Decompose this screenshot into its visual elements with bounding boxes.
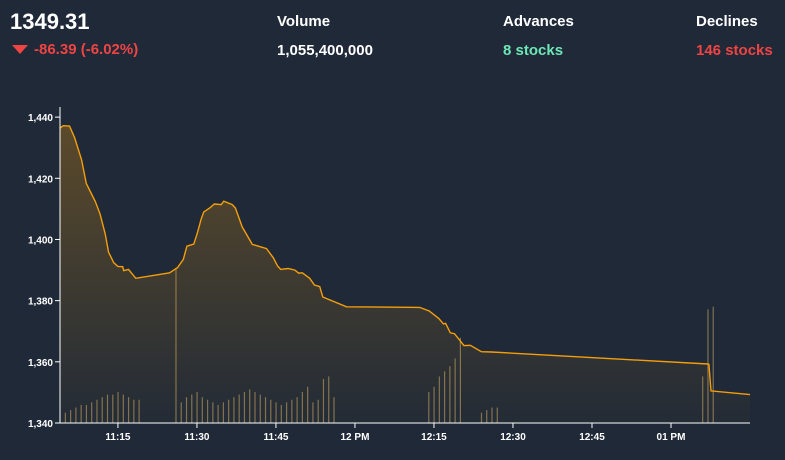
volume-label: Volume <box>277 13 331 30</box>
y-tick-label: 1,440 <box>28 113 53 124</box>
x-tick-label: 12:30 <box>500 432 526 443</box>
price-area <box>60 125 750 423</box>
advances-value: 8 stocks <box>503 42 564 59</box>
index-value: 1349.31 <box>10 9 90 34</box>
index-change-text: -86.39 (-6.02%) <box>34 41 139 58</box>
down-arrow-icon <box>12 45 28 54</box>
index-change: -86.39 (-6.02%) <box>12 41 138 58</box>
x-tick-label: 12 PM <box>341 432 370 443</box>
x-tick-label: 11:45 <box>263 432 288 443</box>
y-tick-label: 1,380 <box>28 297 53 308</box>
x-tick-label: 11:15 <box>105 432 130 443</box>
declines-value: 146 stocks <box>696 42 773 59</box>
x-tick-label: 11:30 <box>184 432 209 443</box>
volume-value: 1,055,400,000 <box>277 42 373 59</box>
y-tick-label: 1,420 <box>28 174 53 185</box>
y-tick-label: 1,340 <box>28 419 53 430</box>
x-tick-label: 12:15 <box>421 432 447 443</box>
y-tick-label: 1,360 <box>28 358 53 369</box>
volume-bar <box>712 306 714 423</box>
y-tick-label: 1,400 <box>28 235 53 246</box>
declines-label: Declines <box>696 13 758 30</box>
x-tick-label: 01 PM <box>657 432 686 443</box>
x-tick-label: 12:45 <box>579 432 605 443</box>
advances-label: Advances <box>503 13 574 30</box>
price-line <box>59 124 751 396</box>
